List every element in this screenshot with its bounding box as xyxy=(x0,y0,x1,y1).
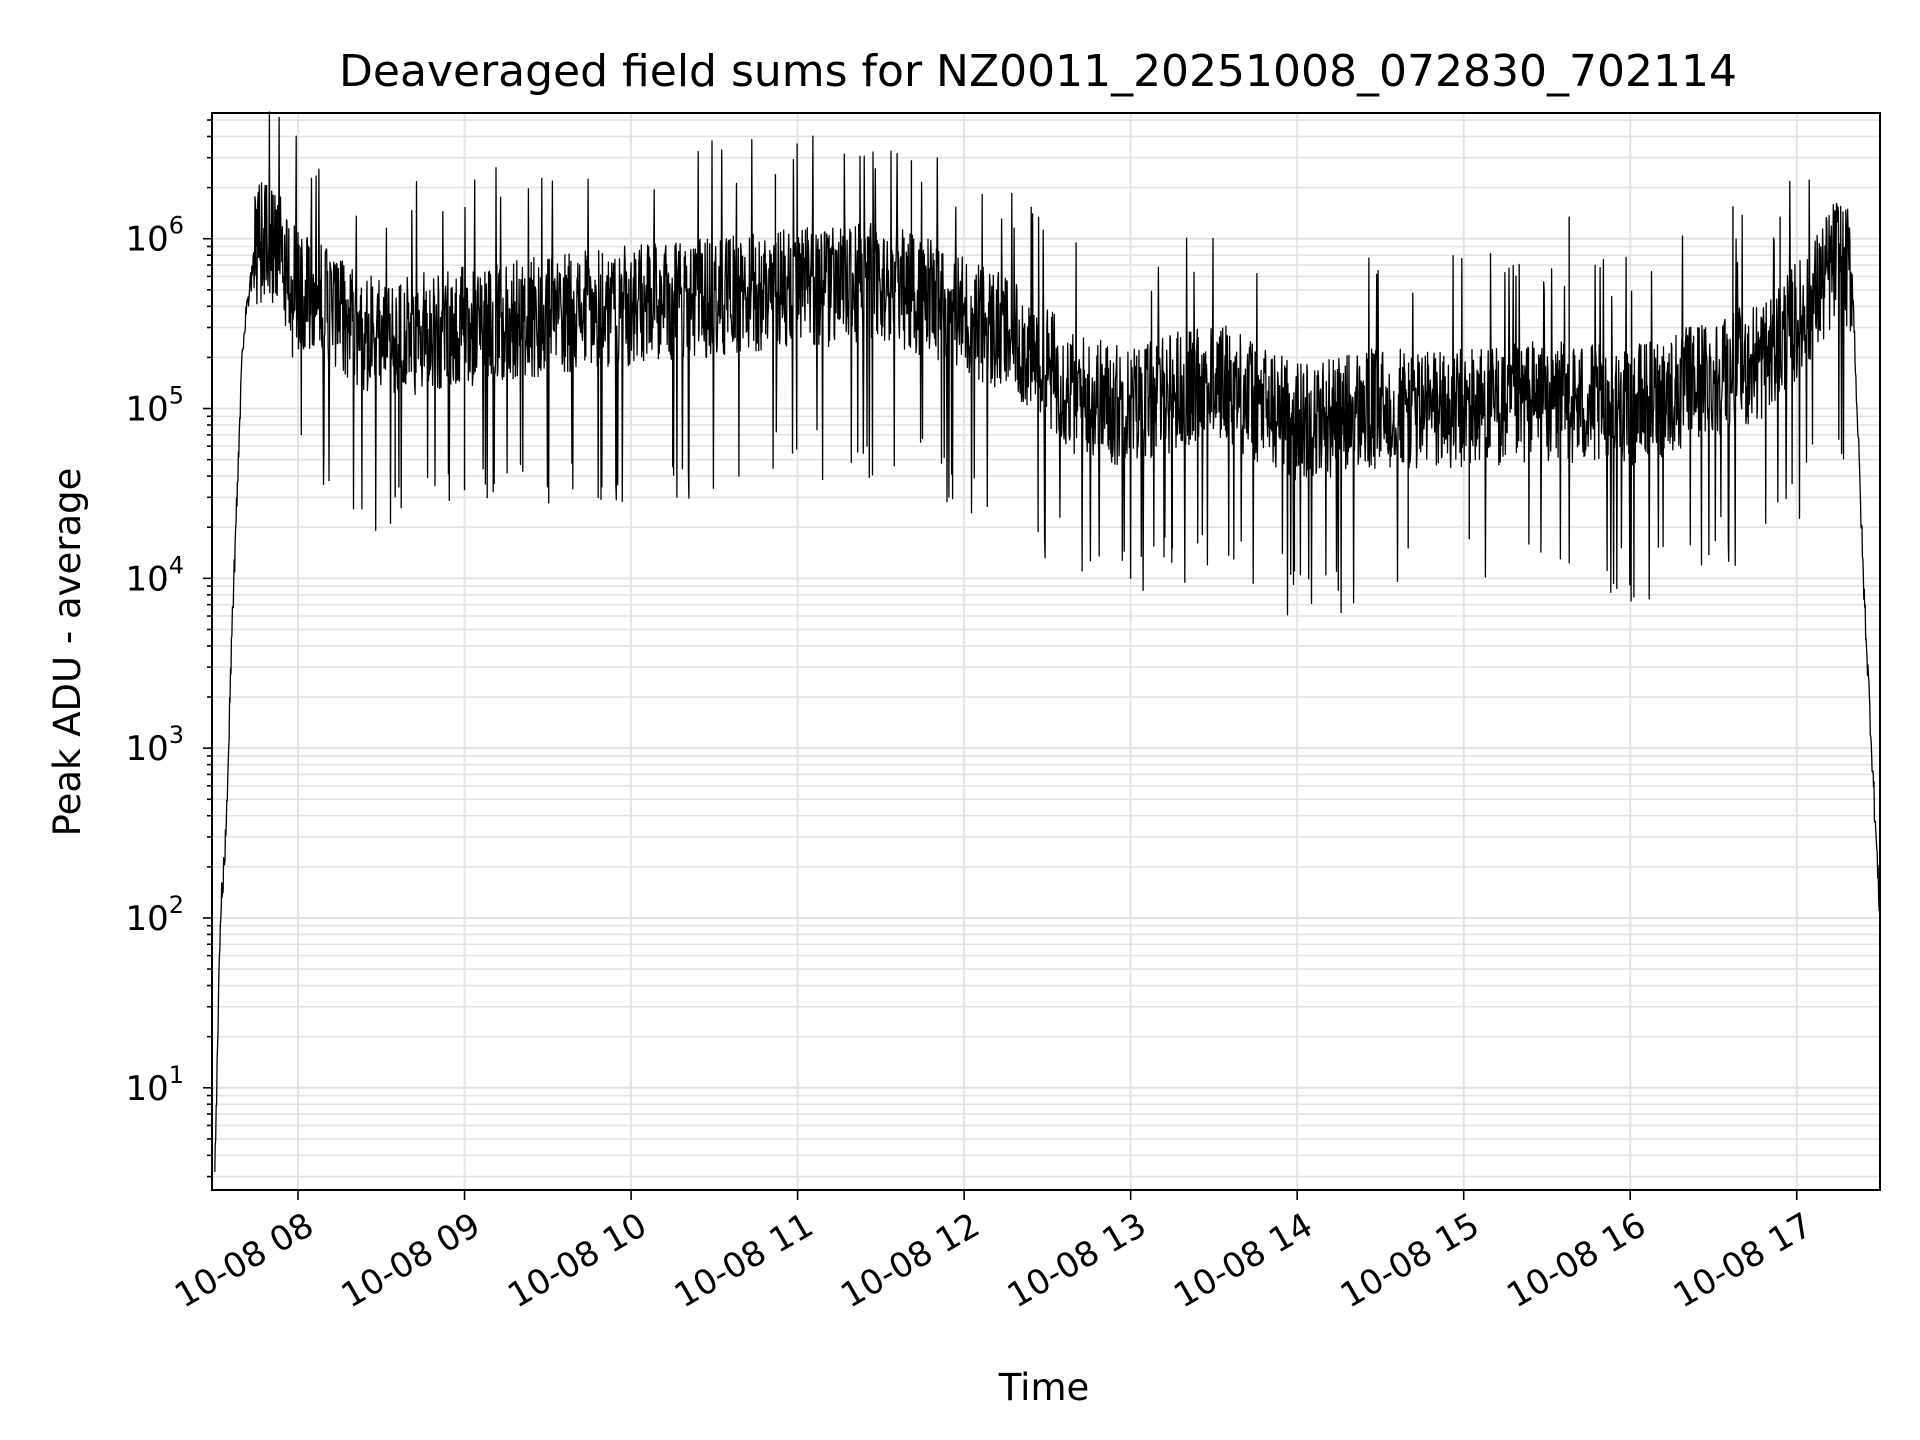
y-tick-label-exp: 3 xyxy=(169,721,184,749)
x-tick-label: 10-08 10 xyxy=(501,1205,653,1316)
x-axis: 10-08 08 10-08 09 10-08 10 10-08 11 10-08 12… xyxy=(168,1190,1819,1316)
y-tick-label-base: 10 xyxy=(125,899,168,939)
series-line xyxy=(214,111,1881,1173)
y-tick-label-exp: 5 xyxy=(169,382,184,410)
y-tick-label: 103 xyxy=(125,721,184,769)
y-tick-label: 102 xyxy=(125,891,184,939)
y-tick-label-base: 10 xyxy=(125,559,168,599)
y-tick-label-exp: 6 xyxy=(169,212,184,240)
x-tick-label: 10-08 11 xyxy=(668,1205,820,1316)
series-layer xyxy=(214,111,1881,1173)
x-axis-title: Time xyxy=(998,1366,1090,1409)
x-tick-label: 10-08 12 xyxy=(834,1205,986,1316)
y-axis-title: Peak ADU - average xyxy=(46,468,89,837)
x-tick-label: 10-08 13 xyxy=(1001,1205,1153,1316)
x-tick-label: 10-08 15 xyxy=(1334,1205,1486,1316)
y-tick-label-base: 10 xyxy=(125,1069,168,1109)
x-tick-label: 10-08 16 xyxy=(1500,1205,1652,1316)
y-tick-label: 105 xyxy=(125,382,184,430)
chart-title: Deaveraged field sums for NZ0011_2025100… xyxy=(339,46,1737,97)
y-tick-label-base: 10 xyxy=(125,390,168,430)
y-tick-label-exp: 1 xyxy=(169,1061,184,1089)
plot-frame xyxy=(211,112,1881,1191)
x-tick-label: 10-08 17 xyxy=(1667,1205,1819,1316)
y-tick-label: 106 xyxy=(125,212,184,260)
y-tick-label-exp: 2 xyxy=(169,891,184,919)
y-tick-label: 101 xyxy=(125,1061,184,1109)
x-tick-label: 10-08 14 xyxy=(1167,1205,1319,1316)
y-tick-label-base: 10 xyxy=(125,220,168,260)
x-tick-label: 10-08 08 xyxy=(168,1205,320,1316)
y-tick-label-exp: 4 xyxy=(169,551,184,579)
x-tick-label: 10-08 09 xyxy=(335,1205,487,1316)
y-tick-label-base: 10 xyxy=(125,729,168,769)
y-tick-label: 104 xyxy=(125,551,184,599)
